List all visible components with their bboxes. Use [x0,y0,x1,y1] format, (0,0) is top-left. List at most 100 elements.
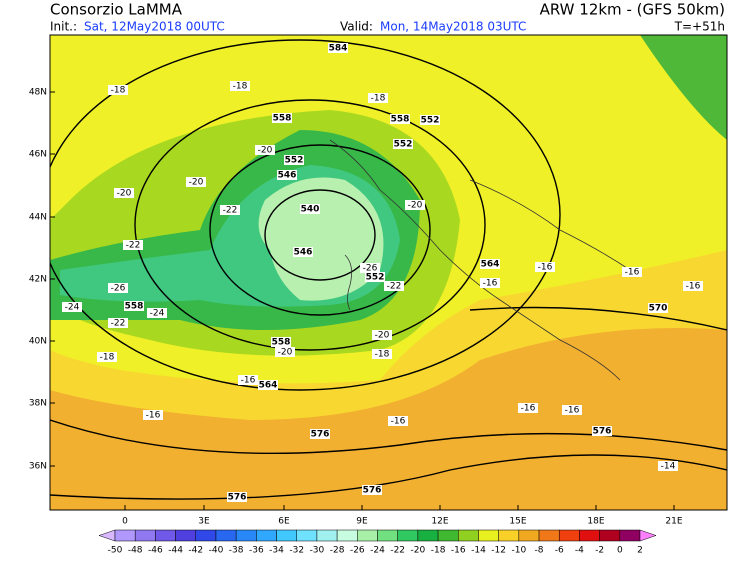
lat-label: 48N [29,88,47,98]
contour-label-bg [293,247,313,257]
colorbar-label: -48 [128,546,143,556]
temp-label-bg [97,352,117,362]
contour-label: 576 [311,430,330,440]
temp-label: -14 [661,462,676,472]
contour-label: 558 [125,302,144,312]
colorbar-label: -34 [269,546,284,556]
contour-label-bg [272,113,292,123]
init-label: Init.: [50,20,77,34]
colorbar-cell [437,529,459,542]
contour-label-bg [362,485,382,495]
temp-label-bg [114,188,134,198]
colorbar-label: -32 [289,546,304,556]
temp-label: -26 [363,264,378,274]
temp-label-bg [238,375,258,385]
temp-label: -16 [146,411,161,421]
temp-label-bg [147,308,167,318]
field-green-ne [640,35,727,140]
lon-label: 18E [587,517,604,527]
contour-label-bg [480,259,500,269]
colorbar-cell [195,529,217,542]
temp-label: -20 [375,331,390,341]
lat-label: 40N [29,337,47,347]
colorbar-label: -22 [390,546,405,556]
temp-label: -18 [371,94,386,104]
init-time: Sat, 12May2018 00UTC [84,20,225,34]
colorbar-cell [458,529,479,542]
colorbar-label: -12 [491,546,506,556]
temp-label-bg [143,410,163,420]
temp-label: -18 [233,82,248,92]
contour-label: 546 [294,248,313,258]
valid-label: Valid: [340,20,373,34]
coastlines [329,139,631,381]
colorbar-label: -6 [555,546,564,556]
lat-label: 46N [29,150,47,160]
colorbar-label: -40 [209,546,224,556]
temp-label-bg [360,263,380,273]
contour-label-bg [393,139,413,149]
map-field [50,35,727,510]
contour-label-bg [300,204,320,214]
colorbar-label: -28 [330,546,345,556]
temp-label-bg [683,281,703,291]
temp-label-bg [658,461,678,471]
contour-label-bg [328,43,348,53]
lead-time: T=+51h [674,20,725,34]
contour-label: 584 [329,44,348,54]
contour-label-bg [227,492,247,502]
colorbar-label: 0 [617,546,623,556]
model-title: ARW 12km - (GFS 50km) [540,1,725,19]
contour-label: 564 [481,260,500,270]
temp-label-bg [480,278,500,288]
temp-label: -22 [126,241,141,251]
temp-label: -22 [387,282,402,292]
contour-label-bg [420,115,440,125]
colorbar-cell [114,529,136,542]
colorbar-cell [518,529,540,542]
contour-label: 552 [394,140,413,150]
lat-label: 42N [29,275,47,285]
contour-label-bg [284,155,304,165]
contour-label: 552 [421,116,440,126]
temp-label-bg [108,283,128,293]
temp-label-bg [230,81,250,91]
colorbar-cell [175,529,197,542]
lon-label: 21E [665,517,682,527]
temp-label-bg [255,145,275,155]
temp-label-bg [372,330,392,340]
colorbar-cell [478,529,499,542]
colorbar-end [98,529,116,542]
lon-label: 0 [122,517,128,527]
colorbar-label: -8 [535,546,544,556]
temp-label-bg [108,85,128,95]
colorbar-label: -46 [148,546,163,556]
colorbar-cell [336,529,358,542]
colorbar-label: -14 [471,546,486,556]
colorbar-cell [296,529,318,542]
lon-label: 12E [431,517,448,527]
temp-label: -16 [686,282,701,292]
temp-label: -20 [258,146,273,156]
temp-label: -20 [408,201,423,211]
contour-label-bg [365,272,385,282]
lat-label: 44N [29,213,47,223]
temp-label-bg [518,403,538,413]
colorbar-cell [619,529,641,542]
temp-label: -16 [391,417,406,427]
colorbar-label: -20 [411,546,426,556]
temp-label-bg [384,281,404,291]
colorbar-cell [155,529,176,542]
temp-label: -16 [538,263,553,273]
contour-label-bg [390,114,410,124]
temp-label: -26 [111,284,126,294]
org-title: Consorzio LaMMA [50,1,183,19]
field-cold-core [258,177,384,301]
temp-label: -16 [625,268,640,278]
contour-label: 570 [649,304,668,314]
temp-label: -24 [65,303,80,313]
contour-label-bg [277,170,297,180]
lon-label: 3E [198,517,210,527]
temp-label-bg [123,240,143,250]
